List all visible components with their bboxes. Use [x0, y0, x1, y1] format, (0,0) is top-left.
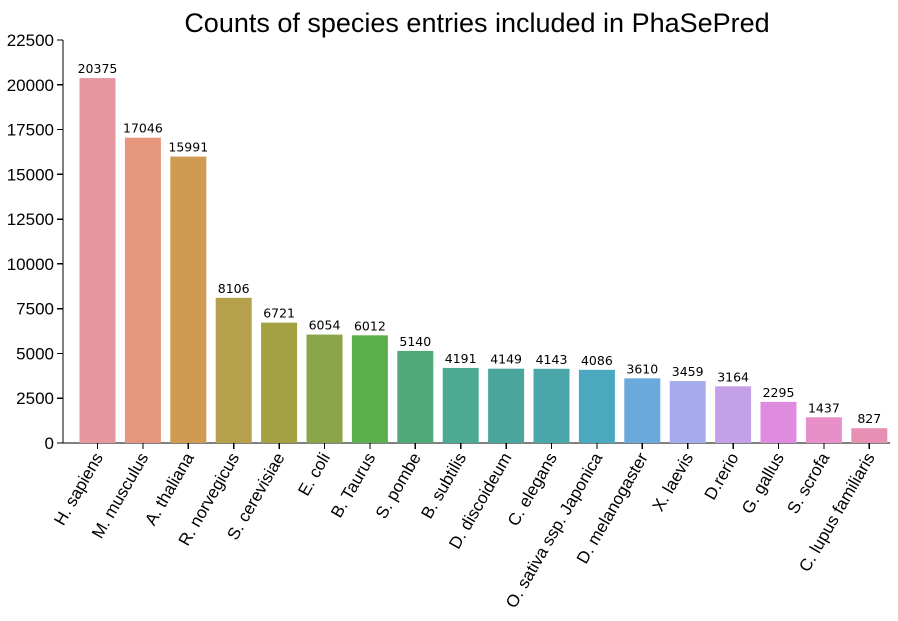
y-tick-label: 0	[45, 434, 54, 453]
bar-value-label: 6012	[354, 318, 386, 333]
bar	[170, 156, 207, 443]
bar	[851, 428, 888, 443]
bar	[215, 297, 252, 443]
bar-value-label: 6054	[309, 318, 341, 333]
bar	[669, 381, 706, 443]
x-category-label: G. gallus	[738, 450, 788, 518]
x-category-label: S. scrofa	[783, 449, 833, 517]
bar	[261, 322, 298, 443]
bar-value-label: 827	[857, 411, 881, 426]
bar-value-label: 4143	[536, 352, 568, 367]
bar-value-label: 2295	[763, 385, 795, 400]
bar-value-label: 8106	[218, 281, 250, 296]
bar	[306, 334, 343, 443]
bar	[124, 137, 161, 443]
x-category-label: B. Taurus	[327, 450, 379, 521]
bar-value-label: 20375	[78, 61, 118, 76]
bar-value-label: 17046	[123, 121, 163, 136]
bar	[351, 335, 388, 443]
y-tick-label: 12500	[7, 210, 54, 229]
bar-value-label: 3610	[626, 361, 658, 376]
bar	[624, 378, 661, 443]
x-category-label: B. subtilis	[417, 450, 470, 523]
bar-value-labels: 20375 17046 15991 8106 6721 6054 6012 5140 4191 4…	[78, 61, 882, 426]
bar	[715, 386, 752, 443]
bar	[760, 401, 797, 443]
bar	[533, 368, 570, 443]
y-tick-label: 22500	[7, 31, 54, 50]
bar-value-label: 3164	[717, 369, 749, 384]
y-tick-label: 2500	[16, 389, 54, 408]
bar-value-label: 1437	[808, 400, 840, 415]
bar-value-label: 3459	[672, 364, 704, 379]
bar	[79, 78, 116, 444]
y-tick-label: 15000	[7, 165, 54, 184]
bar-value-label: 4149	[490, 352, 522, 367]
bars-group	[79, 78, 888, 444]
bar-value-label: 4191	[445, 351, 477, 366]
x-category-label: X. laevis	[649, 450, 698, 515]
chart-title: Counts of species entries included in Ph…	[184, 8, 769, 38]
bar-value-label: 15991	[168, 140, 208, 155]
y-tick-label: 5000	[16, 344, 54, 363]
y-tick-label: 17500	[7, 121, 54, 140]
bar	[397, 350, 434, 443]
x-category-label: D.rerio	[701, 450, 743, 504]
bar	[488, 368, 525, 443]
x-category-label: E. coli	[294, 450, 334, 500]
y-axis: 0 2500 5000 7500 10000 12500 15000 17500 20000 22…	[7, 31, 64, 453]
bar	[805, 417, 842, 443]
y-tick-label: 10000	[7, 255, 54, 274]
bar	[578, 369, 615, 443]
bar-value-label: 4086	[581, 353, 613, 368]
bar	[442, 367, 479, 443]
bar-value-label: 5140	[399, 334, 431, 349]
y-tick-label: 7500	[16, 300, 54, 319]
bar-value-label: 6721	[263, 306, 295, 321]
x-category-label: S. pombe	[372, 450, 425, 523]
y-tick-label: 20000	[7, 76, 54, 95]
